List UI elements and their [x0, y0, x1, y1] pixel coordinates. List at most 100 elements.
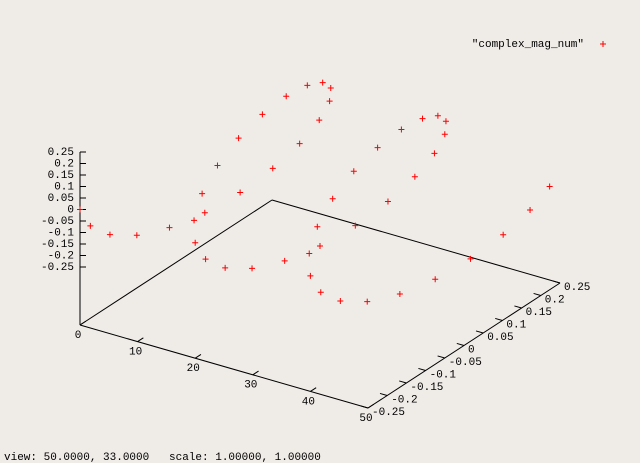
status-bar: view: 50.0000, 33.0000 scale: 1.00000, 1… — [4, 452, 321, 463]
x-tick-label: 0 — [75, 330, 82, 342]
point — [166, 224, 173, 231]
x-tick-label: 10 — [129, 347, 142, 359]
y-tick — [533, 292, 541, 296]
point — [235, 135, 242, 142]
x-tick — [79, 320, 87, 326]
point — [442, 118, 449, 125]
y-tick-label: 0.05 — [487, 332, 513, 344]
point — [419, 115, 426, 122]
y-tick — [379, 392, 388, 396]
y-tick-label: 0.15 — [526, 307, 552, 319]
y-tick-label: -0.05 — [449, 357, 482, 369]
point — [133, 232, 140, 239]
z-tick-label: 0.15 — [48, 170, 74, 182]
point — [352, 222, 359, 229]
x-tick-label: 50 — [359, 413, 372, 425]
point — [467, 255, 474, 262]
axis-line — [79, 324, 369, 409]
y-tick — [552, 280, 561, 284]
point — [432, 276, 439, 283]
point — [396, 291, 403, 298]
y-tick — [360, 405, 369, 409]
point — [269, 165, 276, 172]
y-tick-label: -0.15 — [410, 382, 443, 394]
y-tick — [495, 317, 503, 321]
point — [398, 126, 405, 133]
point — [329, 195, 336, 202]
y-tick-label: 0.1 — [506, 319, 526, 331]
point — [201, 209, 208, 216]
point — [431, 150, 438, 157]
point — [326, 98, 333, 105]
point — [441, 131, 448, 138]
y-tick — [456, 342, 465, 346]
point — [106, 231, 113, 238]
point — [527, 206, 534, 213]
point — [307, 272, 314, 279]
x-tick — [367, 403, 375, 409]
y-tick-label: -0.2 — [391, 394, 417, 406]
point — [434, 112, 441, 119]
point — [222, 264, 229, 271]
y-tick-label: 0.2 — [545, 294, 565, 306]
point — [304, 82, 311, 89]
z-tick-label: -0.05 — [41, 216, 74, 228]
x-tick — [194, 354, 202, 359]
point — [319, 79, 326, 86]
x-tick — [137, 337, 144, 343]
x-tick-label: 40 — [302, 396, 315, 408]
point — [327, 85, 334, 92]
point — [237, 189, 244, 196]
y-tick — [399, 380, 407, 384]
point — [546, 183, 553, 190]
z-tick-label: 0.2 — [54, 158, 74, 170]
axis-line — [79, 199, 273, 326]
point — [306, 250, 313, 257]
z-tick-label: -0.2 — [48, 250, 74, 262]
z-tick-label: 0 — [67, 204, 74, 216]
x-tick-label: 30 — [244, 380, 257, 392]
point — [350, 168, 357, 175]
point — [87, 222, 94, 229]
point — [317, 289, 324, 296]
point — [249, 265, 256, 272]
y-tick — [418, 367, 426, 371]
z-tick-label: -0.25 — [41, 262, 74, 274]
z-tick-label: -0.15 — [41, 239, 74, 251]
y-tick — [437, 355, 445, 359]
x-tick-label: 20 — [187, 363, 200, 375]
point — [192, 239, 199, 246]
axis-line — [271, 199, 561, 284]
point — [411, 173, 418, 180]
point — [77, 206, 83, 213]
point — [374, 144, 381, 151]
z-tick-label: 0.05 — [48, 193, 74, 205]
z-tick-label: 0.25 — [48, 147, 74, 159]
point — [259, 111, 266, 118]
point — [500, 231, 507, 238]
y-tick — [475, 330, 484, 334]
point — [316, 117, 323, 124]
legend-marker — [600, 41, 606, 47]
y-tick-label: -0.25 — [372, 407, 405, 419]
point — [214, 162, 221, 169]
x-tick — [252, 370, 259, 376]
point — [296, 140, 303, 147]
y-tick-label: 0 — [468, 344, 475, 356]
point — [337, 298, 344, 305]
x-tick — [310, 387, 317, 392]
y-tick — [514, 305, 522, 309]
point — [283, 93, 290, 100]
point — [202, 256, 209, 263]
y-tick-label: -0.1 — [430, 369, 457, 381]
point — [384, 198, 391, 205]
point — [364, 298, 371, 305]
legend-label: "complex_mag_num" — [472, 39, 584, 51]
point — [314, 223, 321, 230]
point — [199, 190, 206, 197]
point — [317, 243, 323, 249]
point — [281, 257, 288, 264]
z-tick-label: -0.1 — [48, 227, 75, 239]
